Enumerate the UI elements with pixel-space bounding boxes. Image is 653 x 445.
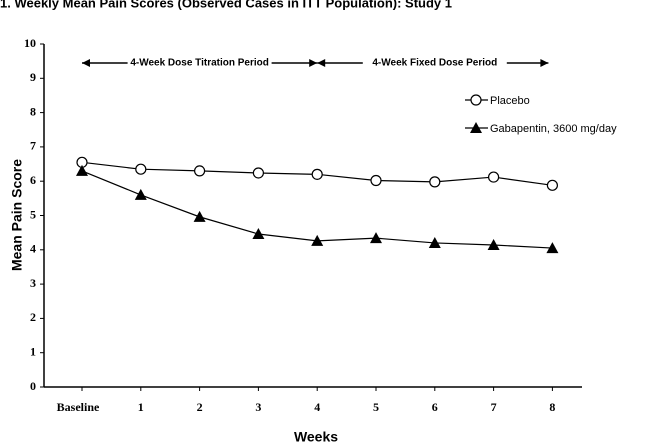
triangle-marker <box>311 234 324 246</box>
x-tick-label: 2 <box>197 400 203 414</box>
annotation: 4-Week Fixed Dose Period <box>372 58 497 69</box>
y-tick-label: 4 <box>30 242 36 256</box>
triangle-marker <box>470 122 482 133</box>
triangle-marker <box>193 210 206 222</box>
y-tick-label: 10 <box>24 36 36 50</box>
chart-title: 1. Weekly Mean Pain Scores (Observed Cas… <box>0 0 452 10</box>
circle-marker <box>488 171 500 183</box>
triangle-marker <box>487 238 500 250</box>
x-tick-label: Baseline <box>57 400 100 414</box>
circle-marker <box>194 165 206 177</box>
x-axis-label: Weeks <box>294 429 338 445</box>
annotation: 4-Week Dose Titration Period <box>130 58 269 69</box>
x-tick-label: 7 <box>491 400 497 414</box>
annotation-bg <box>362 55 507 71</box>
legend-label: Gabapentin, 3600 mg/day <box>490 123 617 135</box>
circle-marker <box>429 176 441 188</box>
x-tick-label: 6 <box>432 400 438 414</box>
circle-marker <box>370 174 382 187</box>
circle-marker <box>135 163 147 175</box>
circle-marker <box>252 167 264 179</box>
annotation-bg <box>127 55 272 71</box>
x-tick-label: 5 <box>373 400 379 414</box>
y-tick-label: 2 <box>30 310 36 324</box>
y-tick-label: 7 <box>30 139 36 153</box>
triangle-marker <box>134 188 147 200</box>
circle-marker <box>546 179 559 191</box>
x-tick-label: 1 <box>138 400 144 414</box>
triangle-marker <box>428 236 441 248</box>
triangle-marker <box>546 242 559 254</box>
y-axis-label: Mean Pain Score <box>9 159 25 271</box>
triangle-marker <box>252 228 265 240</box>
circle-marker <box>470 94 482 106</box>
y-tick-label: 6 <box>30 173 36 187</box>
triangle-marker <box>76 164 88 176</box>
arrow-head <box>540 59 549 67</box>
x-tick-label: 4 <box>314 400 320 414</box>
triangle-marker <box>370 232 382 244</box>
legend-label: Placebo <box>490 95 530 107</box>
y-tick-label: 0 <box>30 379 36 393</box>
y-tick-label: 3 <box>30 276 36 290</box>
y-tick-label: 5 <box>30 207 36 221</box>
y-tick-label: 9 <box>30 70 36 84</box>
arrow-head <box>82 59 90 67</box>
y-tick-label: 1 <box>30 344 36 358</box>
y-tick-label: 8 <box>30 104 36 118</box>
arrow-head <box>317 59 326 67</box>
x-tick-label: 8 <box>549 400 555 414</box>
circle-marker <box>311 168 323 180</box>
arrow-head <box>309 59 318 67</box>
x-tick-label: 3 <box>255 400 261 414</box>
